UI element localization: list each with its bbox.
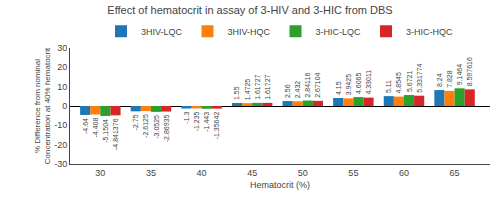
svg-text:1.4725: 1.4725	[244, 79, 251, 101]
svg-text:2.84116: 2.84116	[304, 73, 311, 98]
svg-text:-1.443: -1.443	[203, 112, 210, 132]
svg-text:-1.35642: -1.35642	[213, 112, 220, 140]
svg-text:9.1464: 9.1464	[456, 64, 463, 86]
svg-text:-20: -20	[54, 140, 67, 150]
svg-text:-5.1504: -5.1504	[102, 119, 109, 143]
svg-text:4.6065: 4.6065	[355, 73, 362, 95]
svg-text:1.55: 1.55	[233, 86, 240, 100]
svg-text:10: 10	[57, 82, 67, 92]
svg-text:4.33011: 4.33011	[365, 70, 372, 95]
svg-text:4.15: 4.15	[335, 81, 342, 95]
svg-text:-2.75: -2.75	[132, 114, 139, 130]
svg-text:-4.64: -4.64	[82, 118, 89, 134]
svg-text:60: 60	[399, 168, 409, 178]
svg-text:-4.408: -4.408	[92, 118, 99, 138]
svg-text:5.331774: 5.331774	[416, 63, 423, 92]
svg-text:Effect of hematocrit in assay: Effect of hematocrit in assay of 3-HIV a…	[107, 4, 392, 16]
svg-text:20: 20	[57, 62, 67, 72]
svg-text:2.56: 2.56	[284, 84, 291, 98]
svg-text:65: 65	[450, 168, 460, 178]
svg-text:3HIV-HQC: 3HIV-HQC	[228, 27, 271, 37]
svg-text:45: 45	[247, 168, 257, 178]
svg-text:50: 50	[298, 168, 308, 178]
svg-text:% Difference from nominalConce: % Difference from nominalConcentration a…	[33, 47, 52, 164]
svg-text:2.67104: 2.67104	[314, 72, 321, 97]
svg-text:-2.6125: -2.6125	[142, 114, 149, 138]
svg-text:3-HIC-HQC: 3-HIC-HQC	[406, 27, 453, 37]
svg-text:1.61727: 1.61727	[264, 74, 271, 99]
svg-text:8.597616: 8.597616	[466, 57, 473, 86]
svg-text:3.9425: 3.9425	[345, 74, 352, 96]
svg-text:40: 40	[197, 168, 207, 178]
svg-text:55: 55	[348, 168, 358, 178]
svg-text:1.61727: 1.61727	[254, 74, 261, 99]
svg-text:7.828: 7.828	[446, 70, 453, 88]
svg-text:35: 35	[146, 168, 156, 178]
svg-text:-30: -30	[54, 159, 67, 169]
svg-text:-1.3: -1.3	[183, 112, 190, 124]
svg-text:8.24: 8.24	[436, 73, 443, 87]
svg-text:4.8545: 4.8545	[395, 72, 402, 94]
svg-text:30: 30	[57, 43, 67, 53]
svg-text:-3.0525: -3.0525	[153, 115, 160, 139]
svg-text:30: 30	[95, 168, 105, 178]
svg-text:-10: -10	[54, 120, 67, 130]
svg-text:-4.841376: -4.841376	[112, 118, 119, 150]
svg-text:5.6721: 5.6721	[406, 71, 413, 93]
svg-text:Hematocrit (%): Hematocrit (%)	[250, 180, 310, 190]
svg-text:3HIV-LQC: 3HIV-LQC	[141, 27, 183, 37]
svg-text:0: 0	[62, 101, 67, 111]
svg-text:-1.235: -1.235	[193, 111, 200, 131]
svg-text:2.432: 2.432	[294, 81, 301, 99]
svg-text:5.11: 5.11	[385, 80, 392, 93]
svg-text:-2.86935: -2.86935	[163, 115, 170, 143]
svg-text:3-HIC-LQC: 3-HIC-LQC	[316, 27, 362, 37]
